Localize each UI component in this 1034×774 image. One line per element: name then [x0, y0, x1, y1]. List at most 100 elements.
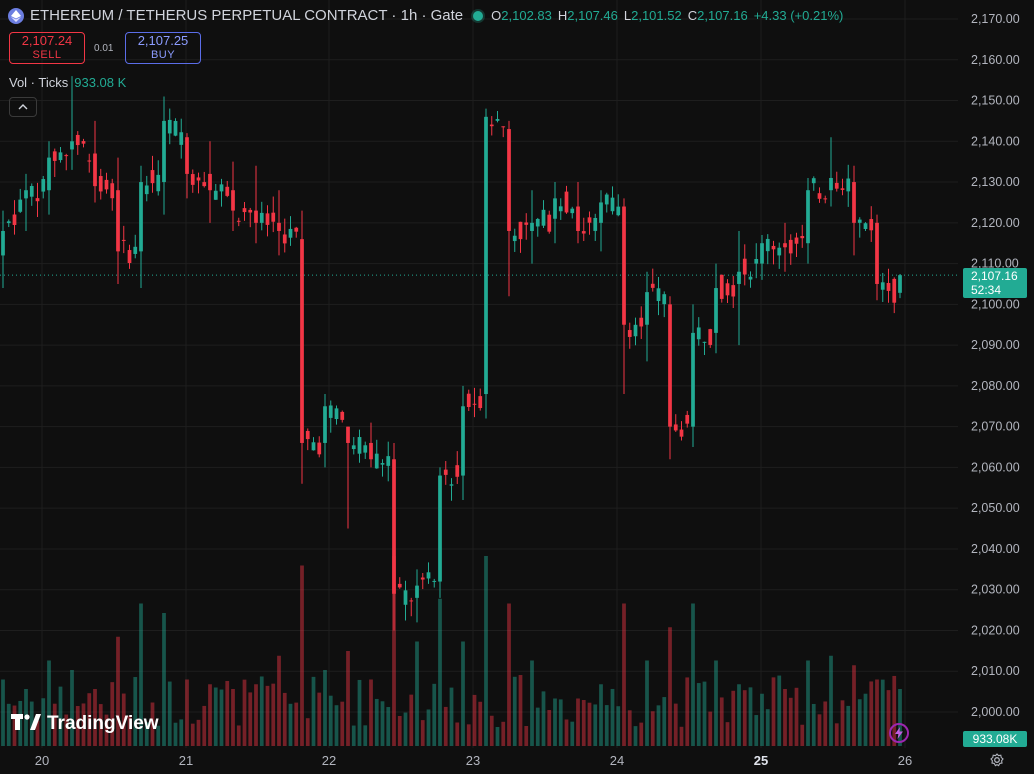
- candle-body[interactable]: [219, 184, 224, 192]
- candle-body[interactable]: [507, 129, 511, 231]
- candle-body[interactable]: [18, 199, 23, 212]
- candle-body[interactable]: [725, 283, 730, 296]
- candle-body[interactable]: [259, 212, 264, 223]
- candle-body[interactable]: [748, 276, 753, 280]
- candle-body[interactable]: [783, 243, 787, 248]
- candle-body[interactable]: [817, 193, 822, 199]
- candle-body[interactable]: [208, 173, 212, 191]
- candle-body[interactable]: [547, 214, 552, 232]
- candle-body[interactable]: [518, 221, 523, 240]
- candle-body[interactable]: [225, 186, 230, 196]
- candle-body[interactable]: [173, 120, 178, 136]
- candle-body[interactable]: [558, 206, 563, 212]
- candle-body[interactable]: [311, 442, 316, 451]
- candle-body[interactable]: [696, 327, 701, 340]
- candle-body[interactable]: [162, 120, 166, 183]
- candle-body[interactable]: [656, 288, 661, 302]
- candle-body[interactable]: [317, 442, 322, 455]
- candle-body[interactable]: [81, 141, 86, 144]
- candle-body[interactable]: [271, 212, 276, 222]
- candle-body[interactable]: [47, 157, 51, 191]
- candle-body[interactable]: [702, 341, 707, 343]
- candle-body[interactable]: [179, 132, 184, 145]
- candle-body[interactable]: [12, 214, 17, 225]
- collapse-legend-button[interactable]: [9, 97, 37, 117]
- candle-body[interactable]: [668, 304, 672, 427]
- candle-body[interactable]: [202, 182, 207, 187]
- candle-body[interactable]: [892, 278, 897, 303]
- candle-body[interactable]: [242, 208, 247, 213]
- candle-body[interactable]: [570, 208, 575, 214]
- candle-body[interactable]: [438, 475, 442, 582]
- candle-body[interactable]: [70, 141, 74, 150]
- candle-body[interactable]: [610, 197, 615, 212]
- candle-body[interactable]: [1, 230, 5, 256]
- candle-body[interactable]: [616, 206, 621, 216]
- candle-body[interactable]: [363, 445, 368, 453]
- candle-body[interactable]: [374, 453, 379, 469]
- sell-button[interactable]: 2,107.24 SELL: [9, 32, 85, 64]
- candle-body[interactable]: [466, 393, 471, 408]
- candle-body[interactable]: [64, 155, 69, 157]
- candle-body[interactable]: [156, 174, 161, 192]
- candle-body[interactable]: [340, 411, 345, 420]
- candle-body[interactable]: [604, 194, 609, 205]
- candle-body[interactable]: [581, 231, 586, 234]
- candle-body[interactable]: [351, 445, 356, 450]
- candle-body[interactable]: [127, 250, 132, 263]
- candle-body[interactable]: [587, 217, 592, 223]
- candle-body[interactable]: [489, 124, 494, 127]
- candle-body[interactable]: [633, 324, 638, 337]
- candle-body[interactable]: [760, 243, 764, 264]
- candle-body[interactable]: [305, 430, 310, 440]
- candle-body[interactable]: [403, 590, 408, 605]
- candle-body[interactable]: [852, 182, 856, 223]
- candle-body[interactable]: [449, 484, 454, 486]
- candle-body[interactable]: [58, 152, 63, 161]
- candle-body[interactable]: [886, 282, 891, 291]
- candle-body[interactable]: [731, 285, 736, 297]
- candle-body[interactable]: [495, 119, 500, 121]
- candle-body[interactable]: [167, 119, 172, 134]
- candle-body[interactable]: [277, 222, 281, 231]
- candle-body[interactable]: [420, 577, 425, 580]
- candle-body[interactable]: [35, 198, 40, 202]
- candle-body[interactable]: [627, 330, 632, 337]
- candle-body[interactable]: [593, 217, 598, 231]
- candle-body[interactable]: [392, 459, 396, 594]
- candle-body[interactable]: [501, 126, 506, 128]
- candle-body[interactable]: [788, 239, 793, 254]
- candle-body[interactable]: [98, 176, 103, 192]
- candle-body[interactable]: [231, 190, 235, 211]
- candle-body[interactable]: [564, 191, 569, 213]
- candle-body[interactable]: [771, 245, 776, 250]
- candle-body[interactable]: [691, 332, 695, 427]
- candle-body[interactable]: [236, 220, 241, 222]
- candle-body[interactable]: [650, 283, 655, 288]
- candle-body[interactable]: [24, 190, 28, 199]
- candle-body[interactable]: [346, 426, 350, 443]
- candle-body[interactable]: [254, 210, 258, 223]
- candle-body[interactable]: [144, 185, 149, 195]
- candle-body[interactable]: [432, 580, 437, 582]
- candle-body[interactable]: [806, 190, 810, 244]
- candle-body[interactable]: [41, 179, 46, 192]
- candle-body[interactable]: [426, 572, 431, 579]
- candle-body[interactable]: [834, 182, 839, 189]
- candle-body[interactable]: [754, 258, 759, 264]
- candle-body[interactable]: [93, 153, 97, 187]
- candle-body[interactable]: [397, 583, 402, 588]
- candle-body[interactable]: [150, 170, 155, 184]
- candle-body[interactable]: [898, 275, 902, 293]
- candle-body[interactable]: [484, 116, 488, 395]
- candle-body[interactable]: [737, 271, 741, 284]
- candle-body[interactable]: [116, 190, 120, 252]
- candle-body[interactable]: [829, 177, 833, 191]
- candle-body[interactable]: [765, 238, 770, 252]
- candle-body[interactable]: [679, 429, 684, 437]
- candle-body[interactable]: [863, 223, 868, 229]
- candle-body[interactable]: [714, 288, 718, 333]
- candle-body[interactable]: [110, 183, 115, 199]
- lightning-icon[interactable]: [889, 723, 909, 743]
